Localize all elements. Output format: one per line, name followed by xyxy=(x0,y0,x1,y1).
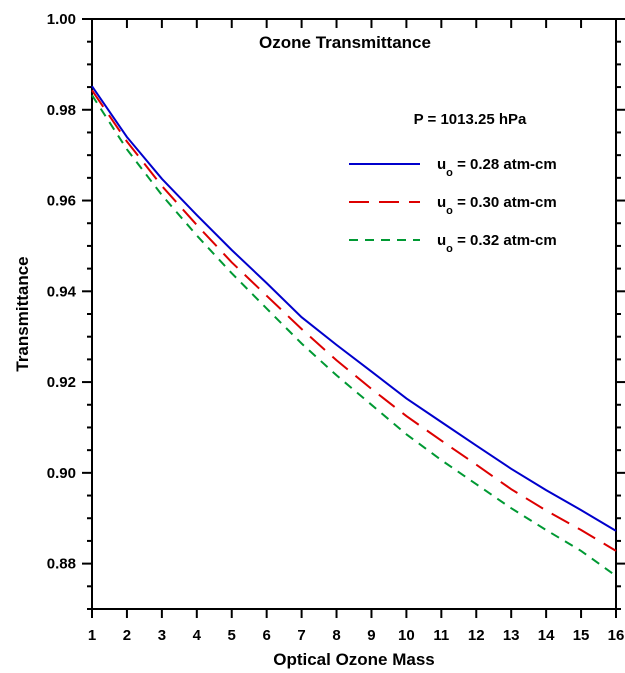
x-tick-label: 2 xyxy=(123,627,131,644)
x-tick-label: 6 xyxy=(262,627,270,644)
series-line xyxy=(91,85,617,532)
x-tick-label: 9 xyxy=(367,627,375,644)
x-tick-label: 7 xyxy=(297,627,305,644)
x-tick-label: 3 xyxy=(158,627,166,644)
x-tick-label: 5 xyxy=(228,627,236,644)
x-tick-label: 15 xyxy=(573,627,590,644)
y-tick-label: 0.88 xyxy=(47,556,76,573)
x-axis-ticks: 1 2 3 4 5 6 7 8 9 10 11 12 13 14 15 16 xyxy=(88,19,625,644)
plot-frame xyxy=(91,18,617,610)
y-tick-label: 0.96 xyxy=(47,193,76,210)
y-tick-label: 0.90 xyxy=(47,465,76,482)
x-tick-label: 13 xyxy=(503,627,520,644)
x-tick-label: 11 xyxy=(433,627,449,644)
x-axis-title: Optical Ozone Mass xyxy=(273,650,435,669)
x-tick-label: 16 xyxy=(608,627,625,644)
legend-label: uo = 0.32 atm-cm xyxy=(437,232,557,255)
series-line xyxy=(91,94,617,577)
x-tick-label: 4 xyxy=(193,627,202,644)
legend-label: uo = 0.30 atm-cm xyxy=(437,194,557,217)
x-tick-label: 1 xyxy=(88,627,96,644)
y-tick-label: 0.92 xyxy=(47,374,76,391)
legend-label: uo = 0.28 atm-cm xyxy=(437,156,557,179)
x-tick-label: 14 xyxy=(538,627,555,644)
series-lines xyxy=(91,85,617,577)
y-axis-title: Transmittance xyxy=(13,256,32,371)
x-tick-label: 12 xyxy=(468,627,485,644)
y-tick-label: 1.00 xyxy=(47,11,76,28)
x-tick-label: 8 xyxy=(332,627,340,644)
y-tick-label: 0.98 xyxy=(47,102,76,119)
series-line xyxy=(91,89,617,552)
legend: uo = 0.28 atm-cm uo = 0.30 atm-cm uo = 0.3… xyxy=(349,156,557,255)
pressure-annotation: P = 1013.25 hPa xyxy=(414,111,527,128)
y-axis-ticks: 0.88 0.90 0.92 0.94 0.96 0.98 1.00 xyxy=(47,11,625,610)
x-tick-label: 10 xyxy=(398,627,415,644)
y-tick-label: 0.94 xyxy=(47,283,77,300)
chart-title: Ozone Transmittance xyxy=(259,33,431,52)
